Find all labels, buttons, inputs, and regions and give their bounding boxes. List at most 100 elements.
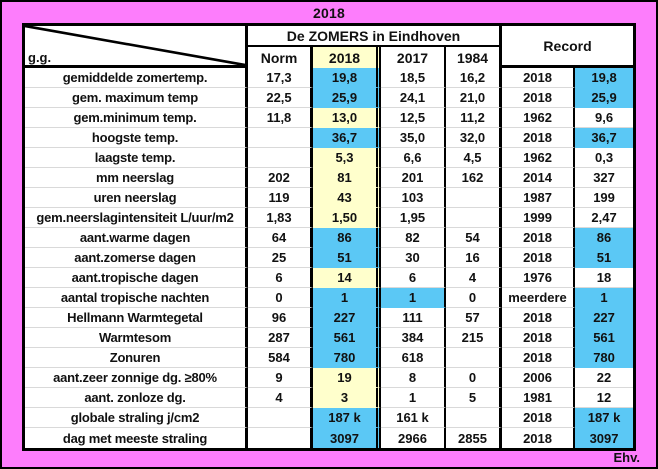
col-header-1984: 1984 — [446, 47, 503, 68]
value-2018: 3 — [313, 388, 381, 408]
table-row: aant.zeer zonnige dg. ≥80% 9 19 8 0 2006… — [25, 368, 634, 388]
norm-value: 25 — [248, 248, 313, 268]
record-value: 12 — [575, 388, 634, 408]
record-value: 227 — [575, 308, 634, 328]
record-value: 22 — [575, 368, 634, 388]
value-2018: 5,3 — [313, 148, 381, 168]
record-value: 199 — [575, 188, 634, 208]
value-1984: 57 — [446, 308, 503, 328]
value-2018: 19 — [313, 368, 381, 388]
value-2017: 1 — [381, 288, 446, 308]
norm-value: 584 — [248, 348, 313, 368]
table-row: Zonuren 584 780 618 2018 780 — [25, 348, 634, 368]
value-1984: 16 — [446, 248, 503, 268]
value-2017: 6,6 — [381, 148, 446, 168]
value-1984: 4 — [446, 268, 503, 288]
record-header-cell: Record — [502, 26, 634, 68]
record-year: 2018 — [502, 68, 576, 88]
value-1984: 5 — [446, 388, 503, 408]
corner-label: g.g. — [28, 50, 52, 65]
table-row: Hellmann Warmtegetal 96 227 111 57 2018 … — [25, 308, 634, 328]
table-row: gem.minimum temp. 11,8 13,0 12,5 11,2 19… — [25, 108, 634, 128]
value-2017: 1 — [381, 388, 446, 408]
col-header-2017: 2017 — [381, 47, 446, 68]
record-value: 561 — [575, 328, 634, 348]
value-2018: 1 — [313, 288, 381, 308]
row-label: aant.tropische dagen — [25, 268, 248, 288]
value-1984 — [446, 408, 503, 428]
record-year: 2018 — [502, 248, 576, 268]
value-2018: 187 k — [313, 408, 381, 428]
record-value: 25,9 — [575, 88, 634, 108]
value-2017: 82 — [381, 228, 446, 248]
value-2018: 43 — [313, 188, 381, 208]
record-value: 780 — [575, 348, 634, 368]
table-row: aant.zomerse dagen 25 51 30 16 2018 51 — [25, 248, 634, 268]
norm-value — [248, 128, 313, 148]
page-title: 2018 — [313, 5, 345, 21]
row-label: laagste temp. — [25, 148, 248, 168]
value-2017: 24,1 — [381, 88, 446, 108]
value-2018: 780 — [313, 348, 381, 368]
value-2018: 19,8 — [313, 68, 381, 88]
value-2017: 2966 — [381, 428, 446, 448]
value-2017: 18,5 — [381, 68, 446, 88]
value-2018: 81 — [313, 168, 381, 188]
value-1984: 4,5 — [446, 148, 503, 168]
table-row: dag met meeste straling 3097 2966 2855 2… — [25, 428, 634, 448]
table-row: Warmtesom 287 561 384 215 2018 561 — [25, 328, 634, 348]
norm-value: 11,8 — [248, 108, 313, 128]
row-label: aant.zeer zonnige dg. ≥80% — [25, 368, 248, 388]
value-2018: 51 — [313, 248, 381, 268]
record-value: 327 — [575, 168, 634, 188]
value-2017: 8 — [381, 368, 446, 388]
value-2018: 561 — [313, 328, 381, 348]
table-row: gemiddelde zomertemp. 17,3 19,8 18,5 16,… — [25, 68, 634, 88]
record-value: 2,47 — [575, 208, 634, 228]
row-label: Zonuren — [25, 348, 248, 368]
col-header-norm: Norm — [248, 47, 313, 68]
record-year: 2018 — [502, 88, 576, 108]
table-row: gem. maximum temp 22,5 25,9 24,1 21,0 20… — [25, 88, 634, 108]
value-1984: 215 — [446, 328, 503, 348]
row-label: gem. maximum temp — [25, 88, 248, 108]
value-2017: 111 — [381, 308, 446, 328]
norm-value: 119 — [248, 188, 313, 208]
value-2017: 12,5 — [381, 108, 446, 128]
value-1984: 0 — [446, 368, 503, 388]
table-row: aant.warme dagen 64 86 82 54 2018 86 — [25, 228, 634, 248]
value-2018: 36,7 — [313, 128, 381, 148]
value-2018: 227 — [313, 308, 381, 328]
record-value: 3097 — [575, 428, 634, 448]
record-value: 18 — [575, 268, 634, 288]
table-body: gemiddelde zomertemp. 17,3 19,8 18,5 16,… — [25, 68, 634, 448]
value-1984: 11,2 — [446, 108, 503, 128]
norm-value: 287 — [248, 328, 313, 348]
record-year: 2018 — [502, 228, 576, 248]
diagonal-line — [25, 26, 245, 65]
row-label: aant.warme dagen — [25, 228, 248, 248]
norm-value: 0 — [248, 288, 313, 308]
value-1984: 16,2 — [446, 68, 503, 88]
value-1984: 54 — [446, 228, 503, 248]
norm-value: 64 — [248, 228, 313, 248]
row-label: mm neerslag — [25, 168, 248, 188]
row-label: aant. zonloze dg. — [25, 388, 248, 408]
row-label: hoogste temp. — [25, 128, 248, 148]
value-2017: 201 — [381, 168, 446, 188]
table-header-group: g.g. De ZOMERS in Eindhoven Record Norm … — [25, 26, 634, 68]
value-2017: 103 — [381, 188, 446, 208]
value-2018: 25,9 — [313, 88, 381, 108]
value-2018: 1,50 — [313, 208, 381, 228]
value-2017: 1,95 — [381, 208, 446, 228]
record-value: 9,6 — [575, 108, 634, 128]
row-label: gemiddelde zomertemp. — [25, 68, 248, 88]
value-2018: 3097 — [313, 428, 381, 448]
record-year: 1999 — [502, 208, 576, 228]
col-header-2018: 2018 — [313, 47, 381, 68]
row-label: globale straling j/cm2 — [25, 408, 248, 428]
table-row: gem.neerslagintensiteit L/uur/m2 1,83 1,… — [25, 208, 634, 228]
norm-value — [248, 148, 313, 168]
value-2017: 384 — [381, 328, 446, 348]
